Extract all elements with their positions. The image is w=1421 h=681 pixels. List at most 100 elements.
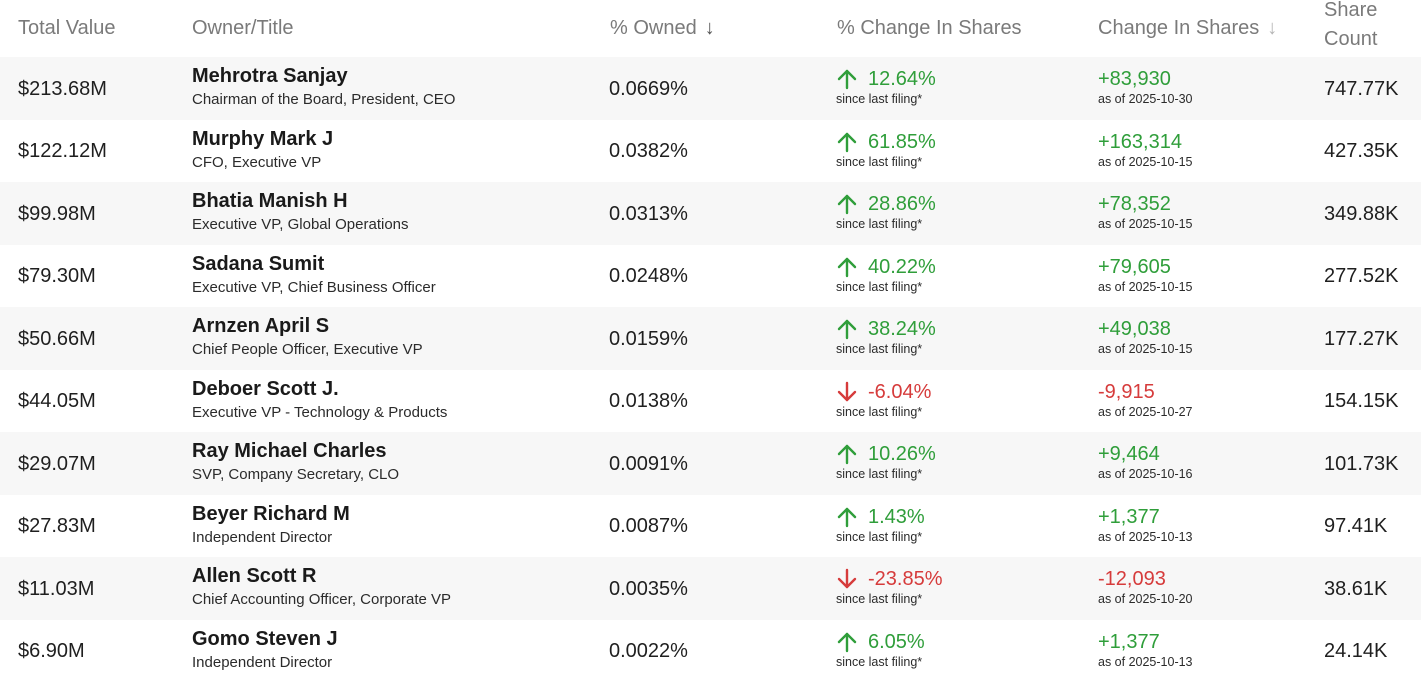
owner-title: Chief People Officer, Executive VP bbox=[192, 341, 423, 358]
pct-change-note: since last filing* bbox=[836, 404, 923, 419]
table-row[interactable]: $99.98M Bhatia Manish H Executive VP, Gl… bbox=[0, 182, 1421, 245]
owner-name[interactable]: Deboer Scott J. bbox=[192, 377, 339, 400]
pct-change-note: since last filing* bbox=[836, 217, 923, 231]
sort-arrow-down-icon[interactable]: ↓ bbox=[1267, 17, 1278, 39]
total-value-cell: $99.98M bbox=[18, 183, 96, 246]
change-in-shares-value: +9,464 bbox=[1098, 443, 1160, 465]
table-row[interactable]: $122.12M Murphy Mark J CFO, Executive VP… bbox=[0, 120, 1421, 183]
header-change-in-shares[interactable]: Change In Shares ↓ bbox=[1098, 0, 1277, 56]
share-count-cell: 349.88K bbox=[1324, 183, 1399, 246]
change-in-shares-cell: -9,915 as of 2025-10-27 bbox=[1098, 380, 1193, 419]
change-in-shares-value: +1,377 bbox=[1098, 505, 1160, 528]
pct-change-note: since last filing* bbox=[836, 279, 923, 294]
pct-change-note: since last filing* bbox=[836, 154, 923, 169]
table-row[interactable]: $44.05M Deboer Scott J. Executive VP - T… bbox=[0, 370, 1421, 433]
owner-cell: Deboer Scott J. Executive VP - Technolog… bbox=[192, 376, 447, 424]
total-value: $6.90M bbox=[18, 640, 85, 663]
sort-arrow-down-icon[interactable]: ↓ bbox=[704, 17, 715, 39]
share-count: 101.73K bbox=[1324, 452, 1399, 475]
owner-name[interactable]: Murphy Mark J bbox=[192, 127, 334, 150]
pct-change-note: since last filing* bbox=[836, 342, 923, 356]
owner-cell: Allen Scott R Chief Accounting Officer, … bbox=[192, 563, 451, 611]
pct-change-value: 38.24% bbox=[868, 318, 936, 340]
header-owner-title[interactable]: Owner/Title bbox=[192, 0, 294, 56]
owner-name[interactable]: Sadana Sumit bbox=[192, 252, 325, 275]
pct-owned-cell: 0.0159% bbox=[609, 308, 688, 371]
owner-name[interactable]: Gomo Steven J bbox=[192, 627, 338, 650]
table-row[interactable]: $29.07M Ray Michael Charles SVP, Company… bbox=[0, 432, 1421, 495]
pct-owned-cell: 0.0022% bbox=[609, 621, 688, 681]
header-share-count[interactable]: Share Count bbox=[1324, 0, 1404, 52]
pct-change-note: since last filing* bbox=[836, 592, 923, 606]
owner-cell: Sadana Sumit Executive VP, Chief Busines… bbox=[192, 251, 436, 299]
owner-cell: Beyer Richard M Independent Director bbox=[192, 501, 350, 549]
owner-name[interactable]: Beyer Richard M bbox=[192, 502, 350, 525]
table-row[interactable]: $50.66M Arnzen April S Chief People Offi… bbox=[0, 307, 1421, 370]
pct-owned-cell: 0.0669% bbox=[609, 58, 688, 121]
share-count: 277.52K bbox=[1324, 265, 1399, 288]
table-row[interactable]: $6.90M Gomo Steven J Independent Directo… bbox=[0, 620, 1421, 681]
pct-change-cell: 28.86% since last filing* bbox=[836, 192, 936, 231]
arrow-up-icon bbox=[837, 507, 857, 527]
header-pct-change-shares[interactable]: % Change In Shares bbox=[837, 0, 1022, 56]
pct-owned-cell: 0.0313% bbox=[609, 183, 688, 246]
pct-owned-cell: 0.0087% bbox=[609, 496, 688, 559]
pct-change-value: 40.22% bbox=[868, 255, 936, 278]
share-count-cell: 277.52K bbox=[1324, 246, 1399, 309]
pct-change-value: 12.64% bbox=[868, 68, 936, 90]
header-share-count-label: Share Count bbox=[1324, 0, 1378, 50]
owner-title: Independent Director bbox=[192, 528, 333, 546]
pct-change-line: 12.64% bbox=[836, 67, 936, 91]
change-date: as of 2025-10-20 bbox=[1098, 592, 1193, 606]
total-value: $50.66M bbox=[18, 327, 96, 350]
owner-cell: Murphy Mark J CFO, Executive VP bbox=[192, 126, 333, 174]
table-row[interactable]: $27.83M Beyer Richard M Independent Dire… bbox=[0, 495, 1421, 558]
arrow-up-icon bbox=[837, 194, 857, 215]
arrow-up-icon bbox=[837, 69, 857, 90]
header-total-value[interactable]: Total Value bbox=[18, 0, 115, 56]
pct-change-line: 6.05% bbox=[836, 630, 925, 654]
change-in-shares-cell: +1,377 as of 2025-10-13 bbox=[1098, 630, 1193, 669]
total-value-cell: $79.30M bbox=[18, 246, 96, 309]
owner-name[interactable]: Bhatia Manish H bbox=[192, 190, 348, 212]
change-in-shares-value: -12,093 bbox=[1098, 568, 1166, 590]
change-in-shares-cell: +1,377 as of 2025-10-13 bbox=[1098, 505, 1193, 544]
total-value: $99.98M bbox=[18, 202, 96, 225]
owner-name[interactable]: Allen Scott R bbox=[192, 565, 317, 587]
table-row[interactable]: $213.68M Mehrotra Sanjay Chairman of the… bbox=[0, 57, 1421, 120]
owner-name[interactable]: Mehrotra Sanjay bbox=[192, 65, 348, 87]
change-in-shares-cell: +163,314 as of 2025-10-15 bbox=[1098, 130, 1193, 169]
owner-cell: Gomo Steven J Independent Director bbox=[192, 626, 338, 674]
owner-name[interactable]: Arnzen April S bbox=[192, 315, 330, 337]
pct-change-cell: -6.04% since last filing* bbox=[836, 380, 931, 419]
share-count-cell: 38.61K bbox=[1324, 558, 1387, 621]
owner-title: Executive VP, Chief Business Officer bbox=[192, 278, 436, 296]
pct-change-line: 1.43% bbox=[836, 505, 925, 529]
header-pct-owned[interactable]: % Owned ↓ bbox=[610, 0, 715, 56]
pct-change-line: 10.26% bbox=[836, 442, 936, 466]
change-in-shares-cell: +49,038 as of 2025-10-15 bbox=[1098, 317, 1193, 356]
change-date: as of 2025-10-16 bbox=[1098, 467, 1193, 481]
table-body: $213.68M Mehrotra Sanjay Chairman of the… bbox=[0, 57, 1421, 681]
change-in-shares-cell: +78,352 as of 2025-10-15 bbox=[1098, 192, 1193, 231]
total-value: $29.07M bbox=[18, 452, 96, 475]
total-value: $27.83M bbox=[18, 515, 96, 538]
arrow-up-icon bbox=[837, 132, 857, 152]
pct-change-value: -6.04% bbox=[868, 380, 932, 403]
pct-owned: 0.0248% bbox=[609, 265, 688, 288]
pct-owned: 0.0138% bbox=[609, 390, 688, 413]
pct-owned: 0.0669% bbox=[609, 77, 688, 100]
arrow-up-icon bbox=[837, 319, 857, 340]
pct-change-note: since last filing* bbox=[836, 529, 923, 544]
pct-change-value: 28.86% bbox=[868, 193, 936, 215]
owner-name[interactable]: Ray Michael Charles bbox=[192, 440, 387, 462]
total-value: $79.30M bbox=[18, 265, 96, 288]
pct-change-line: -6.04% bbox=[836, 380, 931, 404]
pct-change-cell: 10.26% since last filing* bbox=[836, 442, 936, 481]
pct-change-line: -23.85% bbox=[836, 567, 943, 591]
share-count-cell: 97.41K bbox=[1324, 496, 1387, 559]
change-date: as of 2025-10-15 bbox=[1098, 154, 1193, 169]
change-in-shares-cell: +83,930 as of 2025-10-30 bbox=[1098, 67, 1193, 106]
table-row[interactable]: $11.03M Allen Scott R Chief Accounting O… bbox=[0, 557, 1421, 620]
table-row[interactable]: $79.30M Sadana Sumit Executive VP, Chief… bbox=[0, 245, 1421, 308]
